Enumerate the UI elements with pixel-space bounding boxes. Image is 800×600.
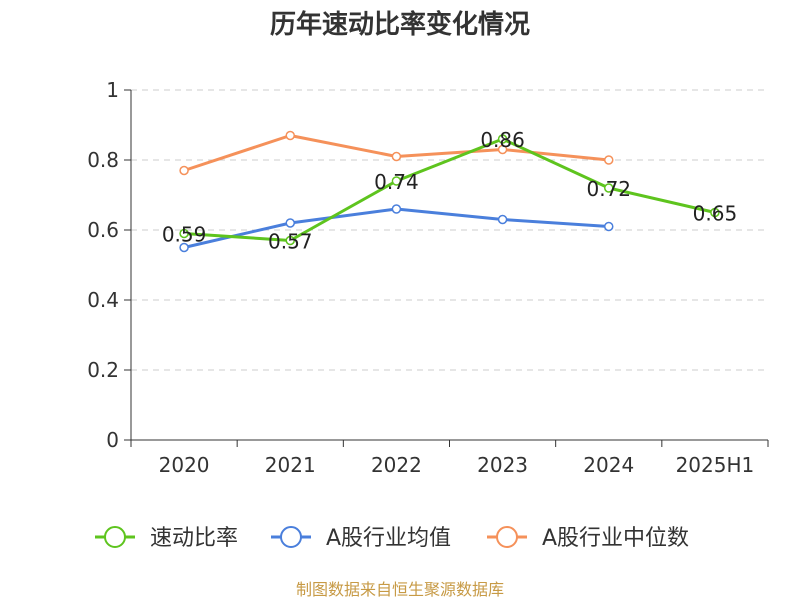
data-point <box>391 176 402 186</box>
data-point <box>497 214 508 225</box>
x-tick-label: 2021 <box>265 453 316 477</box>
x-tick-label: 2024 <box>583 453 634 477</box>
data-point <box>179 165 189 176</box>
data-point <box>179 228 189 239</box>
series-line <box>183 137 716 242</box>
y-tick-label: 0.8 <box>87 148 119 172</box>
x-tick-label: 2025H1 <box>676 453 755 477</box>
source-footer: 制图数据来自恒生聚源数据库 <box>295 580 504 599</box>
data-point <box>604 155 614 165</box>
y-tick-label: 0.2 <box>87 358 119 382</box>
data-point <box>497 134 508 144</box>
data-point <box>497 144 508 155</box>
data-point <box>604 183 614 193</box>
x-tick-label: 2022 <box>371 453 422 477</box>
legend-label: A股行业中位数 <box>542 526 689 551</box>
legend-marker <box>280 526 302 548</box>
data-label: 0.72 <box>586 177 631 201</box>
legend-label: 速动比率 <box>150 526 238 551</box>
data-point <box>285 235 295 246</box>
data-point <box>391 204 402 214</box>
y-tick-label: 0 <box>106 428 119 452</box>
data-label: 0.86 <box>480 128 525 152</box>
data-point <box>285 218 295 228</box>
data-label: 0.74 <box>374 170 419 194</box>
y-tick-label: 0.4 <box>87 288 119 312</box>
x-tick-label: 2023 <box>477 453 528 477</box>
legend-label: A股行业均值 <box>326 526 451 551</box>
data-point <box>285 130 295 141</box>
y-tick-label: 1 <box>106 78 119 102</box>
data-point <box>391 151 402 162</box>
data-point <box>710 207 720 218</box>
legend-marker <box>496 526 518 548</box>
data-point <box>604 221 614 232</box>
data-label: 0.57 <box>268 230 313 254</box>
data-label: 0.59 <box>162 223 207 247</box>
x-tick-label: 2020 <box>159 453 210 477</box>
data-point <box>179 242 189 253</box>
y-tick-label: 0.6 <box>87 218 119 242</box>
data-label: 0.65 <box>693 202 738 226</box>
legend-marker <box>104 526 126 548</box>
chart-title: 历年速动比率变化情况 <box>269 10 530 40</box>
series-line <box>183 207 609 249</box>
